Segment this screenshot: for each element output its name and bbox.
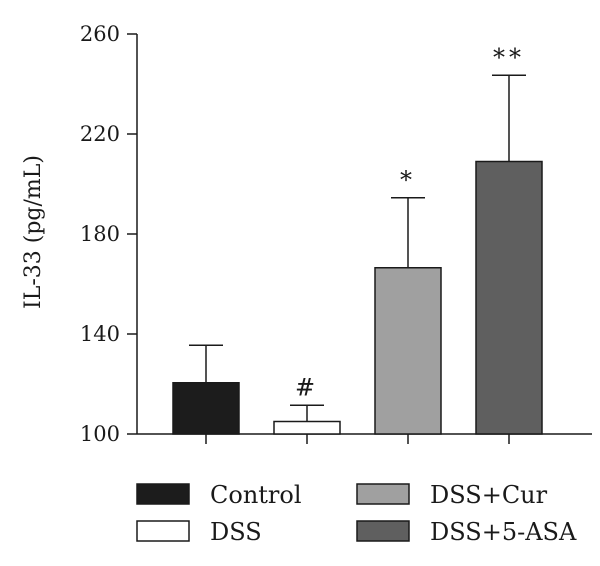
y-tick-label: 100 xyxy=(80,422,120,446)
legend-swatch-dss-5-asa xyxy=(356,520,410,542)
y-axis-ticks: 100 140 180 220 260 xyxy=(80,22,137,446)
y-axis-label: IL-33 (pg/mL) xyxy=(21,155,46,309)
legend-swatch-dss xyxy=(136,520,190,542)
y-tick-label: 220 xyxy=(80,122,120,146)
legend-label-dss-cur: DSS+Cur xyxy=(430,481,548,509)
annotation-dss-cur: * xyxy=(400,166,416,194)
y-tick-label: 140 xyxy=(80,322,120,346)
bar-control xyxy=(172,382,240,435)
y-tick-label: 180 xyxy=(80,222,120,246)
bar-dss-5-asa xyxy=(475,160,543,435)
significance-annotations: #*** xyxy=(295,43,525,401)
annotation-dss: # xyxy=(295,373,319,401)
legend: Control DSS+Cur DSS DSS+5-ASA xyxy=(136,481,577,546)
legend-swatch-control xyxy=(136,483,190,505)
bar-dss xyxy=(273,420,341,435)
error-bars xyxy=(189,74,526,422)
legend-label-dss-5-asa: DSS+5-ASA xyxy=(430,518,577,546)
bar-dss-cur xyxy=(374,267,442,435)
legend-label-control: Control xyxy=(210,481,302,509)
bars xyxy=(172,160,543,435)
legend-swatch-dss-cur xyxy=(356,483,410,505)
y-tick-label: 260 xyxy=(80,22,120,46)
annotation-dss-5-asa: ** xyxy=(493,43,525,71)
legend-label-dss: DSS xyxy=(210,518,262,546)
x-axis-ticks xyxy=(205,434,510,444)
